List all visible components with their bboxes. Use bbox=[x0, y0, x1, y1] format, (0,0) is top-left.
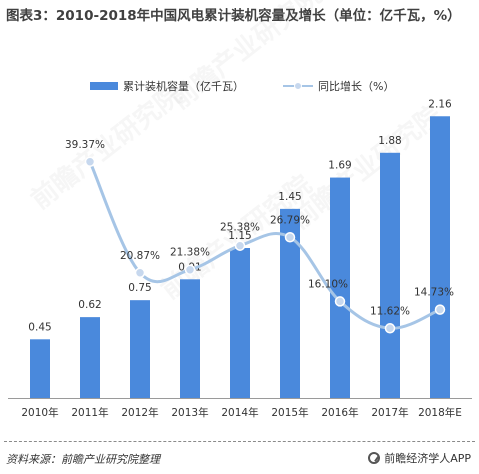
legend-bar-swatch bbox=[90, 82, 118, 90]
x-tick-label: 2012年 bbox=[121, 406, 158, 419]
line-marker bbox=[84, 156, 96, 168]
x-tick-label: 2018年E bbox=[418, 406, 462, 419]
legend-line-marker bbox=[294, 82, 302, 90]
line-value-label: 25.38% bbox=[220, 222, 260, 234]
footer-divider bbox=[4, 441, 475, 442]
brand: 前瞻经济学人APP bbox=[368, 450, 471, 466]
bar bbox=[280, 208, 300, 398]
bar-value-label: 1.15 bbox=[228, 230, 251, 242]
x-tick-label: 2013年 bbox=[171, 406, 208, 419]
line-value-label: 14.73% bbox=[414, 287, 454, 299]
x-tick-label: 2017年 bbox=[371, 406, 408, 419]
x-tick-label: 2016年 bbox=[321, 406, 358, 419]
bar bbox=[380, 152, 400, 398]
line-marker bbox=[334, 296, 346, 307]
line-value-label: 21.38% bbox=[170, 247, 210, 259]
line-marker bbox=[384, 323, 396, 334]
line-value-label: 39.37% bbox=[65, 139, 105, 151]
bar-value-label: 0.45 bbox=[28, 321, 51, 333]
bar bbox=[330, 177, 350, 398]
line-marker bbox=[234, 240, 246, 251]
source-note: 资料来源：前瞻产业研究院整理 bbox=[6, 453, 160, 466]
bar-value-label: 1.88 bbox=[378, 135, 401, 147]
x-tick-label: 2015年 bbox=[271, 406, 308, 419]
bar bbox=[430, 116, 450, 399]
line-value-label: 11.62% bbox=[370, 305, 410, 317]
line-value-label: 16.10% bbox=[308, 278, 348, 290]
brand-name: 前瞻经济学人APP bbox=[384, 452, 471, 465]
watermark-text: 前瞻产业研究院 bbox=[25, 79, 188, 215]
bar bbox=[230, 248, 250, 398]
bar bbox=[80, 317, 100, 398]
line-value-label: 20.87% bbox=[120, 250, 160, 262]
x-tick-label: 2011年 bbox=[71, 406, 108, 419]
line-marker bbox=[284, 232, 296, 243]
bar-value-label: 0.75 bbox=[128, 282, 151, 294]
bar-value-label: 0.62 bbox=[78, 299, 101, 311]
bar bbox=[130, 300, 150, 398]
bar-value-label: 1.45 bbox=[278, 191, 301, 203]
x-tick-label: 2010年 bbox=[21, 406, 58, 419]
bar-value-label: 1.69 bbox=[328, 160, 351, 172]
bar bbox=[30, 339, 50, 398]
line-marker bbox=[134, 267, 146, 279]
legend-line-label: 同比增长（%） bbox=[318, 79, 394, 93]
line-marker bbox=[184, 264, 196, 275]
x-tick-label: 2014年 bbox=[221, 406, 258, 419]
chart-title: 图表3：2010-2018年中国风电累计装机容量及增长（单位：亿千瓦，%） bbox=[6, 8, 461, 24]
watermark-text: 前瞻产业研究院 bbox=[165, 0, 328, 116]
brand-logo-icon bbox=[368, 452, 381, 464]
bar bbox=[180, 279, 200, 398]
line-marker bbox=[434, 304, 446, 315]
bar-value-label: 2.16 bbox=[428, 98, 452, 110]
line-value-label: 26.79% bbox=[270, 214, 310, 226]
legend-bar-label: 累计装机容量（亿千瓦） bbox=[123, 79, 244, 93]
